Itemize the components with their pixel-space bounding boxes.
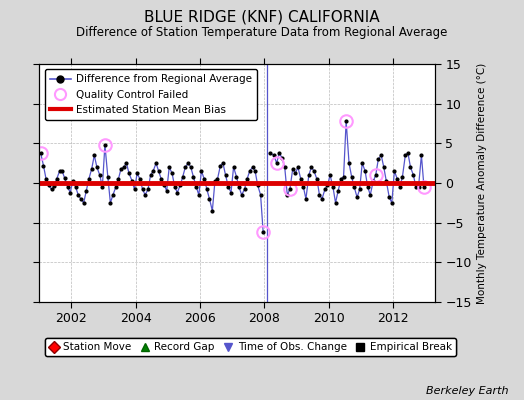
Text: BLUE RIDGE (KNF) CALIFORNIA: BLUE RIDGE (KNF) CALIFORNIA xyxy=(144,10,380,25)
Text: Difference of Station Temperature Data from Regional Average: Difference of Station Temperature Data f… xyxy=(77,26,447,39)
Legend: Station Move, Record Gap, Time of Obs. Change, Empirical Break: Station Move, Record Gap, Time of Obs. C… xyxy=(45,338,456,356)
Text: Berkeley Earth: Berkeley Earth xyxy=(426,386,508,396)
Y-axis label: Monthly Temperature Anomaly Difference (°C): Monthly Temperature Anomaly Difference (… xyxy=(477,62,487,304)
